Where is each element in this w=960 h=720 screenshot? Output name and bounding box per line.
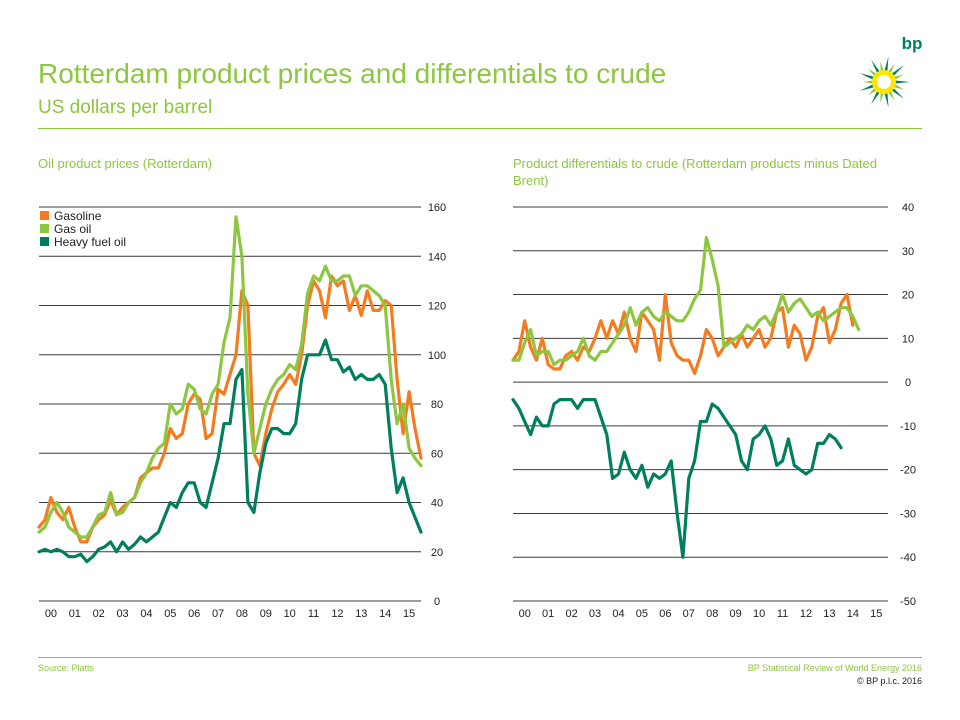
prices-x-tick-label: 07 <box>212 608 224 620</box>
prices-gasoline-line <box>37 274 423 544</box>
page-title: Rotterdam product prices and differentia… <box>38 58 667 89</box>
legend-label-gasoline: Gasoline <box>54 209 102 223</box>
prices-x-tick-label: 04 <box>140 608 152 620</box>
differentials-x-tick-label: 01 <box>542 608 554 620</box>
prices-x-tick-label: 02 <box>93 608 105 620</box>
bp-helios-logo-icon: bp <box>859 34 923 108</box>
prices-x-tick-label: 08 <box>236 608 248 620</box>
legend-label-heavy-fuel-oil: Heavy fuel oil <box>54 235 126 249</box>
differentials-x-tick-label: 08 <box>706 608 718 620</box>
rotterdam-product-prices-chart: 0 20 40 60 80 100 120 140 160 00 01 02 03 04 05 06 07 08… <box>37 202 446 620</box>
header-divider <box>38 128 922 129</box>
legend-label-gas-oil: Gas oil <box>54 222 91 236</box>
differentials-x-tick-label: 09 <box>730 608 742 620</box>
differentials-y-tick-label: 20 <box>902 290 914 302</box>
prices-x-tick-label: 10 <box>284 608 296 620</box>
page-subtitle: US dollars per barrel <box>38 97 213 118</box>
prices-y-tick-label: 60 <box>431 448 443 460</box>
bp-logo-text: bp <box>902 34 923 53</box>
prices-x-tick-label: 06 <box>188 608 200 620</box>
prices-y-tick-label: 80 <box>431 399 443 411</box>
footer-divider <box>38 657 922 658</box>
prices-x-tick-label: 00 <box>45 608 57 620</box>
differentials-series-2-line <box>511 235 861 367</box>
copyright-note: © BP p.l.c. 2016 <box>856 676 922 686</box>
differentials-x-tick-label: 05 <box>636 608 648 620</box>
differentials-x-tick-label: 00 <box>519 608 531 620</box>
differentials-y-tick-label: -50 <box>900 596 916 608</box>
prices-x-tick-label: 09 <box>260 608 272 620</box>
differentials-x-tick-label: 11 <box>777 608 788 620</box>
prices-gas-oil-line <box>37 215 423 539</box>
differentials-x-tick-label: 14 <box>847 608 859 620</box>
prices-y-tick-label: 40 <box>431 498 443 510</box>
right-chart-title: Product differentials to crude (Rotterda… <box>513 156 877 188</box>
prices-x-tick-label: 15 <box>403 608 415 620</box>
legend-swatch-gasoline <box>40 211 49 220</box>
prices-y-tick-label: 120 <box>428 301 446 313</box>
differentials-series-1-line <box>511 292 855 375</box>
prices-y-tick-label: 0 <box>434 596 440 608</box>
differentials-series-3-line <box>511 398 843 559</box>
differentials-x-tick-label: 04 <box>612 608 624 620</box>
prices-heavy-fuel-oil-line <box>37 338 423 564</box>
differentials-x-tick-label: 15 <box>870 608 882 620</box>
prices-x-tick-label: 12 <box>331 608 343 620</box>
prices-y-tick-label: 140 <box>428 251 446 263</box>
prices-x-tick-label: 03 <box>116 608 128 620</box>
prices-x-tick-label: 01 <box>69 608 81 620</box>
differentials-x-tick-label: 03 <box>589 608 601 620</box>
legend-swatch-gas-oil <box>40 224 49 233</box>
differentials-y-tick-label: 10 <box>902 333 914 345</box>
publication-note: BP Statistical Review of World Energy 20… <box>747 663 922 673</box>
differentials-y-tick-label: -20 <box>900 465 916 477</box>
differentials-y-tick-label: -10 <box>900 421 916 433</box>
differentials-x-tick-label: 13 <box>823 608 835 620</box>
differentials-y-tick-label: 30 <box>902 246 914 258</box>
prices-x-tick-label: 05 <box>164 608 176 620</box>
differentials-x-tick-label: 02 <box>565 608 577 620</box>
left-chart-title: Oil product prices (Rotterdam) <box>38 156 213 171</box>
prices-x-tick-label: 14 <box>379 608 391 620</box>
differentials-x-tick-label: 12 <box>800 608 812 620</box>
differentials-x-tick-label: 07 <box>683 608 695 620</box>
differentials-y-tick-label: 0 <box>905 377 911 389</box>
source-note: Source: Platts <box>38 663 95 673</box>
prices-x-tick-label: 11 <box>308 608 319 620</box>
prices-y-tick-label: 20 <box>431 547 443 559</box>
differentials-x-tick-label: 10 <box>753 608 765 620</box>
differentials-x-tick-label: 06 <box>659 608 671 620</box>
differentials-y-tick-label: -40 <box>900 552 916 564</box>
product-differentials-chart: -50 -40 -30 -20 -10 0 10 20 30 40 00 01 02 03 04 05 06 0… <box>511 202 916 620</box>
prices-x-tick-label: 13 <box>355 608 367 620</box>
legend-swatch-heavy-fuel-oil <box>40 237 49 246</box>
differentials-y-tick-label: 40 <box>902 202 914 214</box>
differentials-y-tick-label: -30 <box>900 508 916 520</box>
prices-y-tick-label: 160 <box>428 202 446 214</box>
prices-y-tick-label: 100 <box>428 350 446 362</box>
